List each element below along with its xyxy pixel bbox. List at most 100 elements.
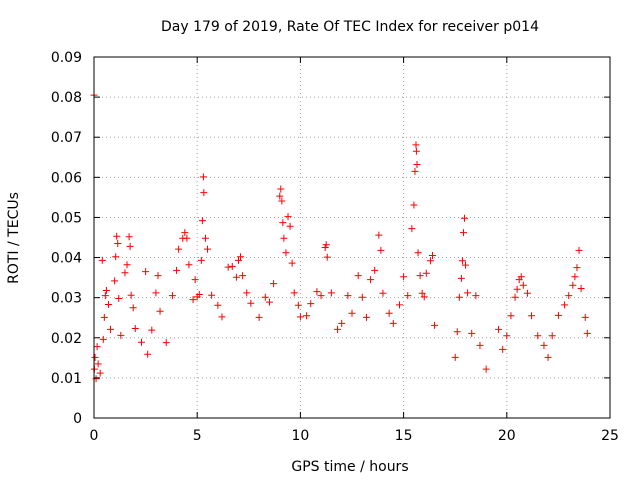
data-point	[127, 291, 135, 299]
y-tick-label: 0.08	[51, 90, 82, 106]
plot-border	[93, 56, 611, 419]
data-point	[224, 263, 232, 271]
y-tick-label: 0.02	[51, 331, 82, 347]
data-point	[548, 332, 556, 340]
data-point	[198, 217, 206, 225]
data-point	[410, 201, 418, 209]
data-point	[277, 185, 285, 193]
x-tick-label: 20	[498, 428, 516, 444]
data-point	[322, 241, 330, 249]
data-point	[507, 312, 515, 320]
data-point	[517, 273, 525, 281]
data-point	[239, 272, 247, 280]
data-point	[278, 197, 286, 205]
data-point	[428, 252, 436, 260]
data-point	[152, 289, 160, 297]
data-point	[99, 335, 107, 343]
y-tick-label: 0.09	[51, 50, 82, 66]
data-point	[284, 213, 292, 221]
data-point	[200, 189, 208, 197]
data-point	[362, 313, 370, 321]
data-point	[571, 273, 579, 281]
data-points	[90, 91, 591, 383]
data-point	[451, 353, 459, 361]
y-tick-label: 0.06	[51, 170, 82, 186]
data-point	[411, 167, 419, 175]
data-point	[125, 233, 133, 241]
data-point	[195, 290, 203, 298]
y-tick-label: 0	[73, 411, 82, 427]
data-point	[131, 325, 139, 333]
data-point	[255, 313, 263, 321]
data-point	[569, 281, 577, 289]
y-tick-label: 0.03	[51, 291, 82, 307]
data-point	[453, 328, 461, 336]
data-point	[189, 296, 197, 304]
data-point	[129, 304, 137, 312]
data-point	[544, 353, 552, 361]
data-point	[98, 256, 106, 264]
data-point	[400, 273, 408, 281]
data-point	[279, 219, 287, 227]
data-point	[462, 261, 470, 269]
data-point	[112, 253, 120, 261]
data-point	[168, 292, 176, 300]
data-point	[422, 269, 430, 277]
data-point	[358, 293, 366, 301]
data-point	[577, 284, 585, 292]
data-point	[114, 240, 122, 248]
data-point	[472, 292, 480, 300]
data-point	[554, 311, 562, 319]
data-point	[144, 350, 152, 358]
y-tick-label: 0.05	[51, 210, 82, 226]
data-point	[107, 325, 115, 333]
data-point	[420, 293, 428, 301]
data-point	[418, 289, 426, 297]
data-point	[482, 365, 490, 373]
data-point	[117, 331, 125, 339]
data-point	[464, 289, 472, 297]
data-point	[416, 272, 424, 280]
data-point	[431, 321, 439, 329]
axes	[93, 56, 611, 419]
data-point	[93, 343, 101, 351]
data-point	[513, 285, 521, 293]
data-point	[412, 147, 420, 155]
data-point	[499, 345, 507, 353]
data-point	[573, 264, 581, 272]
data-point	[183, 234, 191, 242]
data-point	[113, 232, 121, 240]
data-point	[379, 289, 387, 297]
data-point	[197, 256, 205, 264]
data-point	[199, 173, 207, 181]
data-point	[286, 222, 294, 230]
data-point	[234, 256, 242, 264]
data-point	[395, 301, 403, 309]
data-point	[247, 299, 255, 307]
data-point	[476, 341, 484, 349]
data-point	[523, 289, 531, 297]
data-point	[327, 289, 335, 297]
data-point	[91, 353, 99, 361]
data-point	[175, 245, 183, 253]
data-point	[354, 272, 362, 280]
y-tick-label: 0.07	[51, 130, 82, 146]
data-point	[317, 292, 325, 300]
data-point	[282, 249, 290, 257]
data-point	[581, 313, 589, 321]
data-point	[459, 229, 467, 237]
x-tick-label: 15	[395, 428, 413, 444]
data-point	[156, 307, 164, 315]
data-point	[413, 160, 421, 168]
data-point	[377, 246, 385, 254]
data-point	[276, 192, 284, 200]
data-point	[104, 300, 112, 308]
data-point	[294, 301, 302, 309]
data-point	[389, 319, 397, 327]
data-point	[126, 242, 134, 250]
data-point	[228, 262, 236, 270]
data-point	[290, 289, 298, 297]
data-point	[561, 301, 569, 309]
